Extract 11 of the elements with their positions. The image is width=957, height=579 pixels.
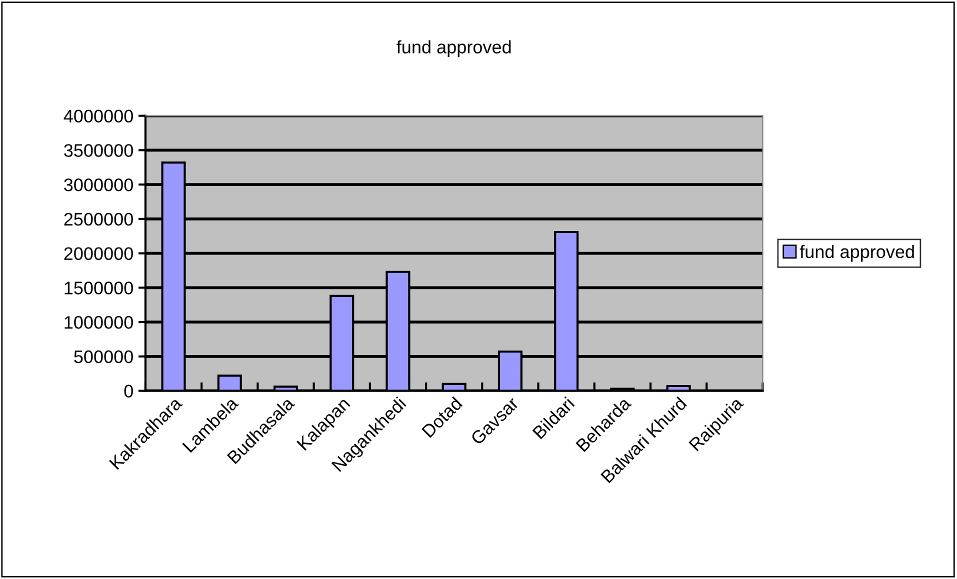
y-tick-label: 1000000 xyxy=(64,316,133,329)
y-tick-label: 0 xyxy=(124,384,133,398)
y-tick-label: 4000000 xyxy=(64,110,133,123)
y-tick-label: 500000 xyxy=(74,350,133,364)
y-tick-label: 3000000 xyxy=(64,178,133,192)
y-tick-label: 2000000 xyxy=(64,247,133,260)
y-tick-label: 3500000 xyxy=(64,144,133,157)
legend-label: fund approved xyxy=(800,244,914,262)
y-tick-label: 1500000 xyxy=(64,282,133,294)
y-tick-label: 2500000 xyxy=(64,212,133,226)
chart-title: fund approved xyxy=(396,40,511,58)
